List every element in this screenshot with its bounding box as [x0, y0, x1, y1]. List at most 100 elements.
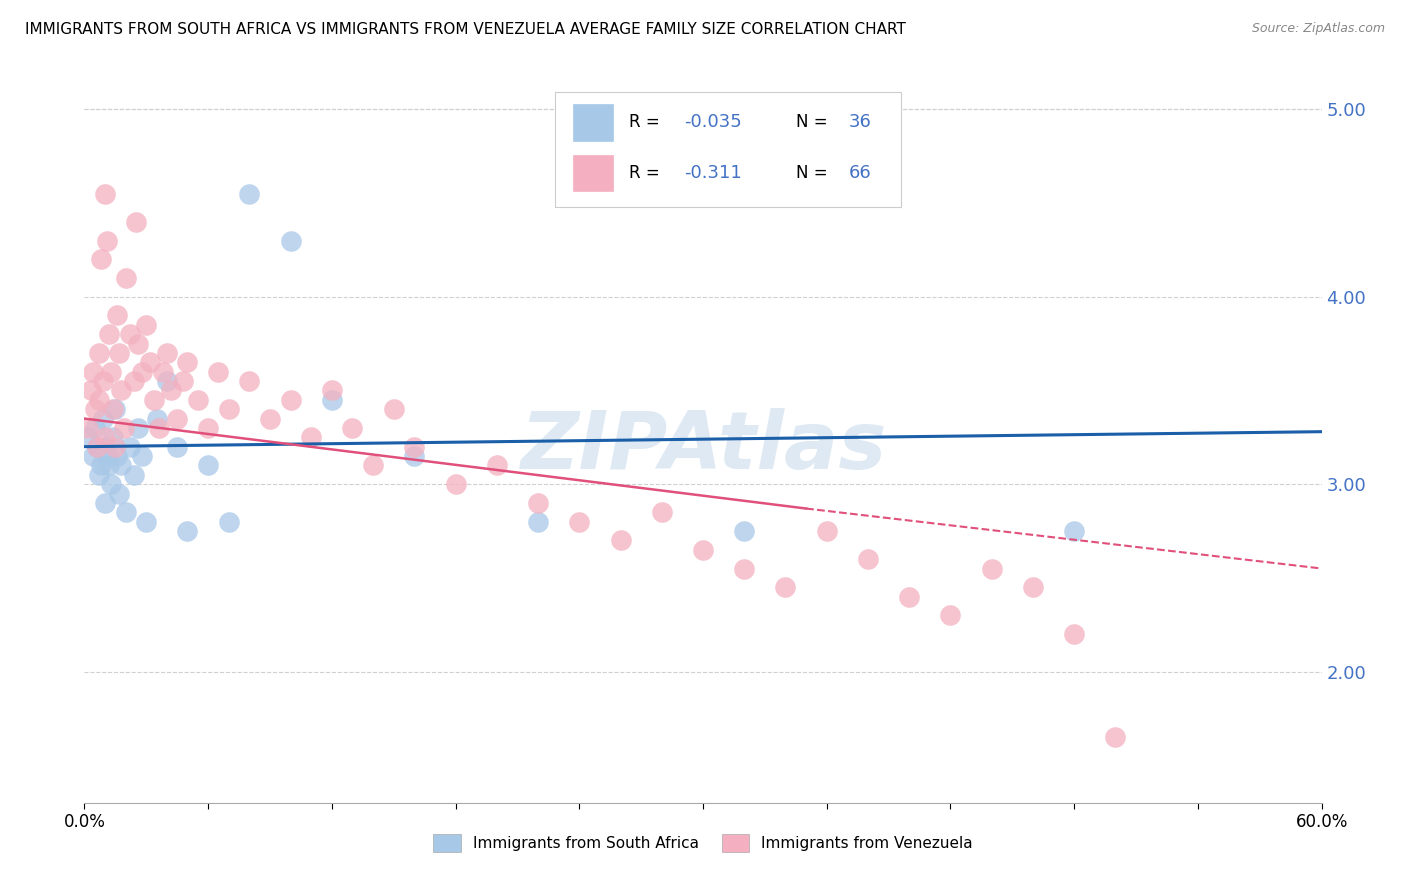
Text: R =: R = — [628, 113, 665, 131]
Point — [197, 421, 219, 435]
Point — [651, 505, 673, 519]
Point — [96, 449, 118, 463]
Point — [1063, 627, 1085, 641]
Point — [127, 421, 149, 435]
Point — [86, 440, 108, 454]
Point — [90, 252, 112, 267]
Point — [83, 421, 105, 435]
Point — [280, 392, 302, 407]
Point — [125, 215, 148, 229]
Point — [94, 440, 117, 454]
Point — [218, 515, 240, 529]
Point — [568, 515, 591, 529]
Text: Source: ZipAtlas.com: Source: ZipAtlas.com — [1251, 22, 1385, 36]
Point — [98, 327, 121, 342]
Point — [404, 440, 426, 454]
Text: 66: 66 — [849, 163, 872, 182]
Point — [361, 458, 384, 473]
Text: R =: R = — [628, 163, 665, 182]
Point — [156, 374, 179, 388]
Point — [100, 477, 122, 491]
Point — [898, 590, 921, 604]
Point — [166, 440, 188, 454]
Text: ZIPAtlas: ZIPAtlas — [520, 409, 886, 486]
Point — [238, 186, 260, 201]
Point — [108, 346, 131, 360]
Point — [609, 533, 631, 548]
Point — [207, 365, 229, 379]
Text: 36: 36 — [849, 113, 872, 131]
Point — [90, 458, 112, 473]
Point — [342, 421, 364, 435]
Point — [939, 608, 962, 623]
Point — [733, 524, 755, 538]
Point — [980, 561, 1002, 575]
Point — [79, 384, 101, 398]
Point — [176, 524, 198, 538]
Point — [118, 440, 141, 454]
Text: -0.311: -0.311 — [685, 163, 742, 182]
Point — [733, 561, 755, 575]
Point — [1063, 524, 1085, 538]
Point — [114, 271, 136, 285]
FancyBboxPatch shape — [574, 104, 613, 141]
Point — [114, 505, 136, 519]
Point — [139, 355, 162, 369]
Point — [135, 318, 157, 332]
Point — [108, 486, 131, 500]
Point — [91, 411, 114, 425]
Point — [176, 355, 198, 369]
Point — [218, 402, 240, 417]
Point — [94, 186, 117, 201]
Point — [122, 374, 145, 388]
Point — [122, 467, 145, 482]
Point — [321, 392, 343, 407]
Point — [82, 449, 104, 463]
Point — [166, 411, 188, 425]
Text: -0.035: -0.035 — [685, 113, 742, 131]
Text: N =: N = — [796, 163, 832, 182]
Point — [77, 421, 100, 435]
Point — [815, 524, 838, 538]
Point — [143, 392, 166, 407]
Point — [103, 402, 125, 417]
Point — [103, 430, 125, 444]
Point — [404, 449, 426, 463]
Point — [299, 430, 322, 444]
Point — [145, 411, 167, 425]
Point — [856, 552, 879, 566]
Point — [127, 336, 149, 351]
Point — [87, 346, 110, 360]
Point — [86, 440, 108, 454]
Point — [94, 430, 117, 444]
Point — [692, 542, 714, 557]
Point — [87, 467, 110, 482]
Point — [110, 384, 132, 398]
Point — [98, 458, 121, 473]
Point — [105, 309, 128, 323]
Point — [259, 411, 281, 425]
Point — [112, 421, 135, 435]
Point — [87, 392, 110, 407]
Point — [105, 449, 128, 463]
Point — [775, 580, 797, 594]
Point — [1104, 730, 1126, 744]
Point — [96, 234, 118, 248]
Point — [104, 402, 127, 417]
Point — [100, 365, 122, 379]
FancyBboxPatch shape — [574, 155, 613, 191]
Point — [118, 327, 141, 342]
Point — [148, 421, 170, 435]
Point — [197, 458, 219, 473]
Point — [238, 374, 260, 388]
Point — [172, 374, 194, 388]
Point — [94, 496, 117, 510]
Text: IMMIGRANTS FROM SOUTH AFRICA VS IMMIGRANTS FROM VENEZUELA AVERAGE FAMILY SIZE CO: IMMIGRANTS FROM SOUTH AFRICA VS IMMIGRAN… — [25, 22, 907, 37]
Point — [382, 402, 405, 417]
Point — [160, 384, 183, 398]
Point — [156, 346, 179, 360]
Point — [82, 365, 104, 379]
Point — [104, 440, 127, 454]
Point — [1022, 580, 1045, 594]
Point — [91, 374, 114, 388]
